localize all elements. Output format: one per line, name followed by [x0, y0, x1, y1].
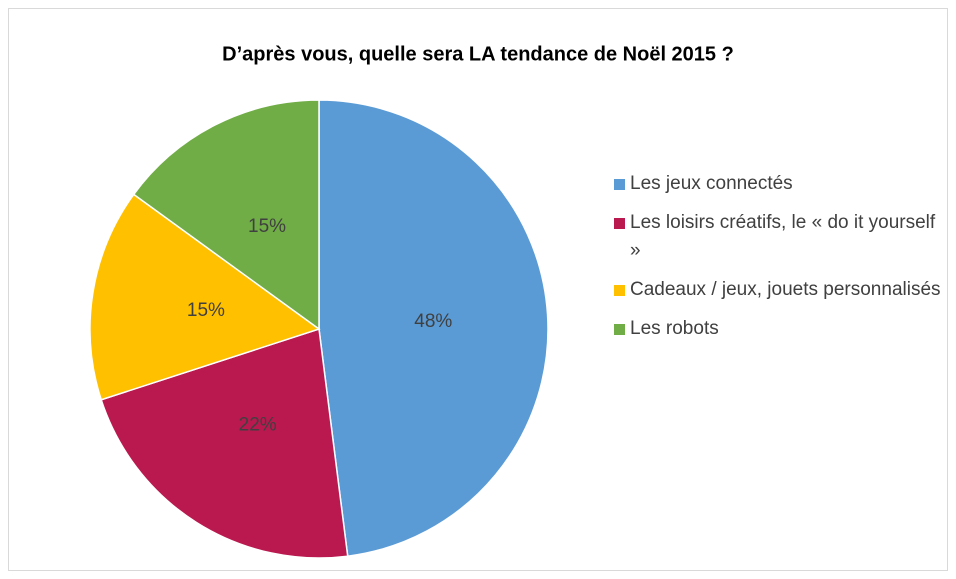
legend-label: Les jeux connectés: [630, 173, 793, 194]
legend-item: Les jeux connectés: [614, 170, 944, 198]
legend-item: Les robots: [614, 315, 944, 343]
legend-swatch: [614, 179, 625, 190]
data-label: 15%: [248, 216, 286, 237]
legend-item: Les loisirs créatifs, le « do it yoursel…: [614, 209, 944, 265]
pie-slice: [89, 193, 321, 401]
chart-title: D’après vous, quelle sera LA tendance de…: [222, 43, 734, 65]
data-label: 48%: [414, 311, 452, 332]
legend-swatch: [614, 324, 625, 335]
legend: Les jeux connectés Les loisirs créatifs, …: [614, 170, 944, 354]
legend-label: Cadeaux / jeux, jouets personnalisés: [630, 279, 941, 300]
legend-item: Cadeaux / jeux, jouets personnalisés: [614, 276, 944, 304]
data-label: 15%: [187, 300, 225, 321]
legend-label: Les loisirs créatifs, le « do it yoursel…: [630, 212, 936, 261]
legend-swatch: [614, 285, 625, 296]
pie-slice: [100, 328, 349, 559]
pie-slice: [318, 99, 549, 558]
legend-label: Les robots: [630, 318, 719, 339]
legend-swatch: [614, 218, 625, 229]
pie-slice: [132, 99, 320, 331]
data-label: 22%: [239, 415, 277, 436]
